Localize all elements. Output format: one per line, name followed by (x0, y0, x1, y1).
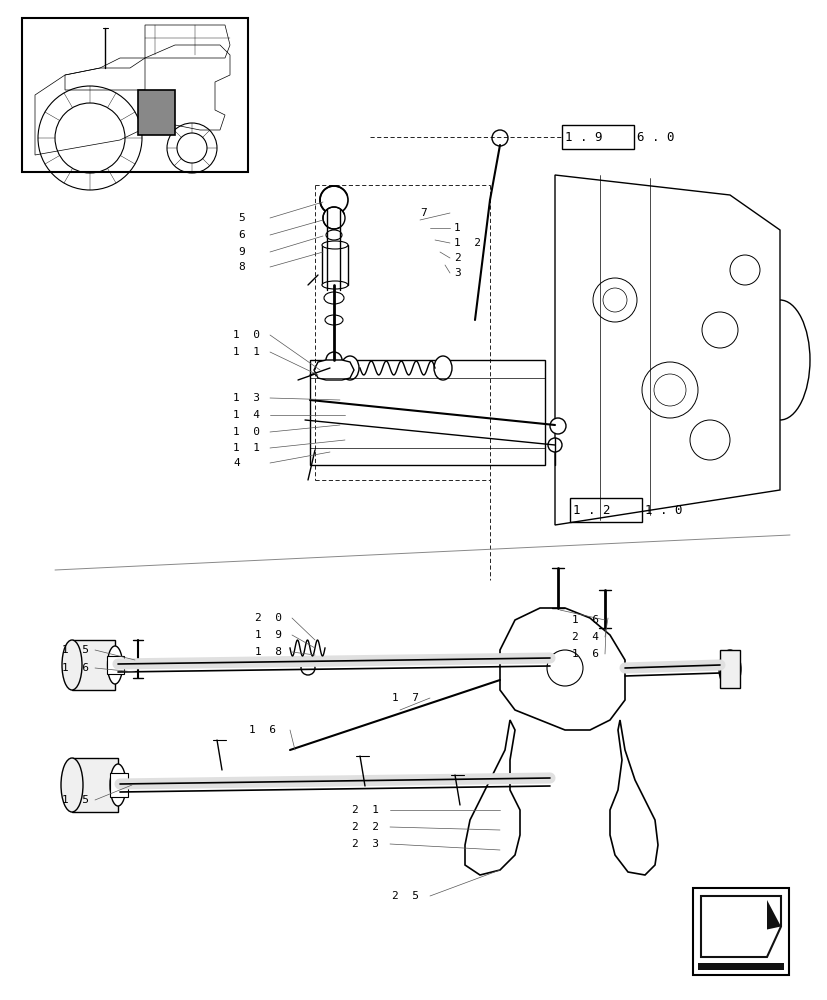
Text: 3: 3 (453, 268, 460, 278)
Ellipse shape (322, 241, 347, 249)
Text: 1  5: 1 5 (62, 645, 88, 655)
Ellipse shape (61, 758, 83, 812)
Text: 1  3: 1 3 (232, 393, 260, 403)
Polygon shape (465, 720, 519, 875)
Polygon shape (697, 963, 783, 970)
Ellipse shape (62, 640, 82, 690)
Bar (322, 245, 347, 285)
Circle shape (301, 661, 314, 675)
Text: 1  2: 1 2 (453, 238, 480, 248)
Bar (107, 656, 124, 674)
Text: 1  5: 1 5 (62, 795, 88, 805)
Ellipse shape (718, 650, 740, 688)
Text: 1: 1 (453, 223, 460, 233)
Text: 1  7: 1 7 (391, 693, 418, 703)
Text: 1 . 2: 1 . 2 (572, 504, 609, 516)
Text: 2  1: 2 1 (351, 805, 379, 815)
Text: 4: 4 (232, 458, 240, 468)
Text: 1  1: 1 1 (232, 347, 260, 357)
Circle shape (319, 186, 347, 214)
Text: 9: 9 (237, 247, 245, 257)
Ellipse shape (341, 356, 359, 380)
Bar (309, 360, 544, 465)
Text: 6 . 0: 6 . 0 (636, 131, 674, 144)
Text: 2  2: 2 2 (351, 822, 379, 832)
Text: 5: 5 (237, 213, 245, 223)
Circle shape (323, 207, 345, 229)
Text: 1 . 0: 1 . 0 (644, 504, 681, 516)
Text: 1  8: 1 8 (255, 647, 282, 657)
Bar (110, 773, 128, 797)
Bar (569, 498, 641, 522)
Text: 2  5: 2 5 (391, 891, 418, 901)
Polygon shape (313, 360, 354, 380)
Text: 8: 8 (237, 262, 245, 272)
Bar (22, 18, 248, 172)
Polygon shape (700, 896, 780, 957)
Bar (562, 125, 633, 149)
Bar (692, 888, 788, 975)
Ellipse shape (433, 356, 452, 380)
Text: 1  6: 1 6 (571, 615, 598, 625)
Circle shape (547, 438, 562, 452)
Bar (72, 758, 118, 812)
Text: 1  6: 1 6 (571, 649, 598, 659)
Ellipse shape (110, 764, 126, 806)
Circle shape (326, 352, 342, 368)
Text: 1  0: 1 0 (232, 427, 260, 437)
Ellipse shape (325, 315, 342, 325)
Bar (138, 90, 174, 135)
Circle shape (491, 130, 508, 146)
Circle shape (547, 650, 582, 686)
Ellipse shape (326, 230, 342, 240)
Text: 1  9: 1 9 (255, 630, 282, 640)
Text: 1  4: 1 4 (232, 410, 260, 420)
Text: 7: 7 (419, 208, 426, 218)
Polygon shape (609, 720, 657, 875)
Text: 2: 2 (453, 253, 460, 263)
Text: 1 . 9: 1 . 9 (564, 131, 602, 144)
Text: 2  3: 2 3 (351, 839, 379, 849)
Bar (719, 650, 739, 688)
Text: 2  4: 2 4 (571, 632, 598, 642)
Text: 1  6: 1 6 (62, 663, 88, 673)
Ellipse shape (108, 646, 122, 684)
Ellipse shape (323, 292, 343, 304)
Text: 6: 6 (237, 230, 245, 240)
Text: 1  1: 1 1 (232, 443, 260, 453)
Polygon shape (500, 608, 624, 730)
Circle shape (549, 418, 566, 434)
Ellipse shape (322, 281, 347, 289)
Bar (72, 640, 115, 690)
Text: 1  0: 1 0 (232, 330, 260, 340)
Text: 1  6: 1 6 (249, 725, 275, 735)
Text: 2  0: 2 0 (255, 613, 282, 623)
Polygon shape (766, 900, 780, 929)
